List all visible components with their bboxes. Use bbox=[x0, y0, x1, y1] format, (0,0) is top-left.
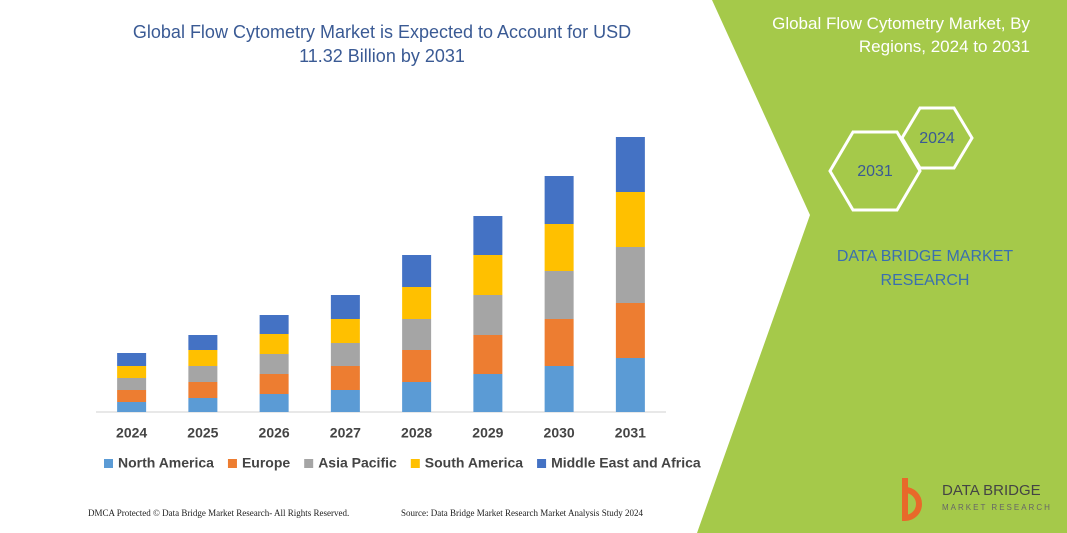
bar-segment bbox=[402, 350, 432, 382]
bar-segment bbox=[188, 335, 218, 350]
bar-segment bbox=[615, 358, 645, 412]
chart-title: Global Flow Cytometry Market is Expected… bbox=[132, 22, 632, 66]
footer-right: Source: Data Bridge Market Research Mark… bbox=[401, 508, 643, 518]
bar-segment bbox=[117, 378, 147, 390]
brand: DATA BRIDGE MARKET RESEARCH bbox=[836, 248, 1014, 289]
side-panel bbox=[697, 0, 1067, 533]
bar-segment bbox=[615, 247, 645, 303]
bar-segment bbox=[473, 216, 503, 255]
bar-segment bbox=[402, 255, 432, 287]
bar-segment bbox=[330, 390, 360, 412]
bar-segment bbox=[544, 176, 574, 224]
legend-label: Europe bbox=[242, 455, 290, 471]
hexagon bbox=[828, 130, 922, 212]
bar-segment bbox=[117, 366, 147, 378]
x-tick-label: 2027 bbox=[330, 425, 361, 441]
x-tick-label: 2029 bbox=[472, 425, 503, 441]
legend-swatch bbox=[537, 459, 547, 468]
bar-segment bbox=[330, 295, 360, 319]
x-tick-label: 2025 bbox=[187, 425, 218, 441]
bar-segment bbox=[473, 255, 503, 295]
legend-label: North America bbox=[118, 455, 214, 471]
bar-segment bbox=[615, 137, 645, 192]
bar-segment bbox=[544, 224, 574, 271]
bar-segment bbox=[259, 315, 289, 334]
bar-segment bbox=[330, 343, 360, 366]
bar-segment bbox=[259, 354, 289, 374]
x-tick-label: 2030 bbox=[544, 425, 575, 441]
panel-title-box: Global Flow Cytometry Market, By Regions… bbox=[772, 14, 1030, 56]
legend-label: Middle East and Africa bbox=[551, 455, 701, 471]
bar-segment bbox=[402, 287, 432, 319]
legend-label: South America bbox=[425, 455, 523, 471]
legend-swatch bbox=[410, 459, 420, 468]
bar-segment bbox=[402, 382, 432, 412]
bar-segment bbox=[259, 374, 289, 394]
bar-segment bbox=[544, 319, 574, 366]
bar-segment bbox=[117, 390, 147, 402]
bar-segment bbox=[330, 319, 360, 343]
x-tick-label: 2026 bbox=[259, 425, 290, 441]
x-tick-label: 2028 bbox=[401, 425, 432, 441]
bar-segment bbox=[188, 366, 218, 382]
bar-segment bbox=[544, 271, 574, 319]
brand-box: DATA BRIDGE MARKET RESEARCH bbox=[836, 248, 1014, 289]
bar-segment bbox=[188, 398, 218, 412]
x-tick-label: 2024 bbox=[116, 425, 147, 441]
legend-swatch bbox=[227, 459, 237, 468]
legend-swatch bbox=[304, 459, 314, 468]
panel-title: Global Flow Cytometry Market, By Regions… bbox=[772, 14, 1030, 56]
bar-segment bbox=[473, 335, 503, 374]
bar-segment bbox=[544, 366, 574, 412]
bar-segment bbox=[330, 366, 360, 390]
hex-label: 2031 bbox=[857, 163, 893, 180]
bar-segment bbox=[615, 303, 645, 358]
bar-segment bbox=[259, 334, 289, 354]
x-tick-label: 2031 bbox=[615, 425, 646, 441]
footer-left: DMCA Protected © Data Bridge Market Rese… bbox=[88, 508, 349, 518]
bar-segment bbox=[259, 394, 289, 412]
legend-swatch bbox=[104, 459, 113, 468]
bar-segment bbox=[402, 319, 432, 350]
bar-segment bbox=[117, 402, 147, 412]
logo-tagline: MARKET RESEARCH bbox=[942, 503, 1052, 512]
hex-label: 2024 bbox=[919, 130, 955, 147]
bar-segment bbox=[473, 374, 503, 412]
bar-segment bbox=[615, 192, 645, 247]
bar-segment bbox=[188, 382, 218, 398]
bar-segment bbox=[473, 295, 503, 335]
logo-name: DATA BRIDGE bbox=[942, 482, 1041, 499]
bar-segment bbox=[188, 350, 218, 366]
hexagon bbox=[900, 106, 974, 170]
logo-icon bbox=[902, 478, 922, 522]
legend-label: Asia Pacific bbox=[318, 455, 397, 471]
bar-segment bbox=[117, 353, 147, 366]
